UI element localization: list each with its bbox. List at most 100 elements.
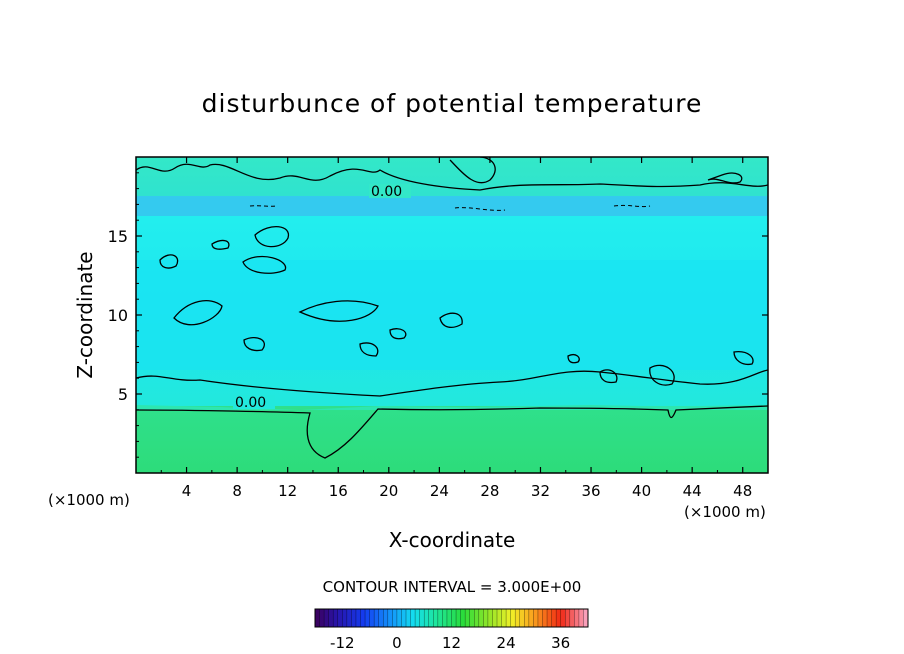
- contour-cell: [649, 364, 675, 386]
- colorbar-cell: [574, 609, 580, 627]
- x-tick-label: 48: [733, 482, 752, 500]
- colorbar-cell: [524, 609, 530, 627]
- colorbar-cell: [515, 609, 521, 627]
- x-unit-label: (×1000 m): [684, 503, 766, 521]
- contour-cell: [567, 354, 580, 364]
- contour-upper: [136, 163, 768, 191]
- colorbar-cell: [492, 609, 498, 627]
- contour-dashed: [249, 205, 277, 207]
- field-band: [136, 196, 768, 216]
- x-axis: 4 8 12 16 20 24 28 32 36 40 44 48: [160, 157, 752, 500]
- field-lower-layer: [136, 406, 768, 473]
- contour-zero-low: [136, 405, 768, 459]
- x-tick-label: 40: [632, 482, 651, 500]
- colorbar-cell: [333, 609, 339, 627]
- colorbar-cell: [537, 609, 543, 627]
- colorbar-cell: [351, 609, 357, 627]
- contour-label-upper: 0.00: [371, 184, 402, 200]
- colorbar-cell: [460, 609, 466, 627]
- colorbar-cell: [437, 609, 443, 627]
- colorbar-cell: [392, 609, 398, 627]
- colorbar-cell: [487, 609, 493, 627]
- colorbar-cell: [369, 609, 375, 627]
- contour-label-lower: 0.00: [235, 395, 266, 411]
- colorbar-cell: [383, 609, 389, 627]
- colorbar-cell: [355, 609, 361, 627]
- contour-dashed: [613, 204, 651, 208]
- colorbar-cell: [406, 609, 412, 627]
- colorbar-cell: [506, 609, 512, 627]
- y-tick-label: 15: [108, 227, 128, 246]
- colorbar-cell: [501, 609, 507, 627]
- colorbar-cell: [556, 609, 562, 627]
- colorbar-cell: [433, 609, 439, 627]
- colorbar-cell: [378, 609, 384, 627]
- colorbar-cell: [446, 609, 452, 627]
- colorbar-cell: [346, 609, 352, 627]
- field-middle-core: [136, 260, 768, 370]
- y-tick-label: 5: [118, 385, 128, 404]
- colorbar-cell: [424, 609, 430, 627]
- colorbar-cell: [469, 609, 475, 627]
- colorbar-cell: [342, 609, 348, 627]
- colorbar-cell: [428, 609, 434, 627]
- x-tick-label: 36: [581, 482, 600, 500]
- x-tick-label: 28: [480, 482, 499, 500]
- contour-cell: [707, 172, 743, 184]
- contour-interval: CONTOUR INTERVAL = 3.000E+00: [323, 578, 582, 596]
- x-axis-label: X-coordinate: [389, 528, 516, 552]
- x-tick-label: 24: [430, 482, 449, 500]
- contour-cell: [173, 300, 223, 326]
- x-tick-label: 32: [531, 482, 550, 500]
- colorbar-tick-label: -12: [330, 634, 355, 652]
- colorbar-cell: [478, 609, 484, 627]
- colorbar-cell: [474, 609, 480, 627]
- colorbar-cell: [560, 609, 566, 627]
- colorbar-cell: [451, 609, 457, 627]
- colorbar-cell: [542, 609, 548, 627]
- colorbar-frame: [314, 608, 589, 628]
- x-tick-label: 4: [182, 482, 192, 500]
- colorbar-cell: [315, 609, 321, 627]
- colorbar-cell: [510, 609, 516, 627]
- colorbar-cell: [401, 609, 407, 627]
- contour-label-bg: [233, 395, 275, 409]
- contour-cell: [733, 351, 754, 366]
- y-tick-label: 10: [108, 306, 128, 325]
- contour-cell: [211, 239, 230, 250]
- colorbar: [314, 609, 589, 627]
- x-tick-label: 16: [329, 482, 348, 500]
- colorbar-cell: [442, 609, 448, 627]
- colorbar-ticks: -12 0 12 24 36: [330, 634, 570, 652]
- colorbar-cell: [497, 609, 503, 627]
- contour-lower: [136, 369, 768, 397]
- plot-area: [136, 157, 768, 473]
- colorbar-cell: [483, 609, 489, 627]
- colorbar-cell: [456, 609, 462, 627]
- colorbar-cell: [360, 609, 366, 627]
- colorbar-cell: [465, 609, 471, 627]
- y-axis: 5 10 15: [108, 172, 768, 458]
- colorbar-cell: [583, 609, 589, 627]
- x-tick-label: 20: [379, 482, 398, 500]
- colorbar-cell: [374, 609, 380, 627]
- colorbar-cell: [387, 609, 393, 627]
- colorbar-cell: [396, 609, 402, 627]
- colorbar-cell: [569, 609, 575, 627]
- z-unit-label: (×1000 m): [48, 491, 130, 509]
- contour-cell: [599, 369, 618, 384]
- colorbar-cell: [533, 609, 539, 627]
- contour-label-bg: [369, 184, 411, 198]
- chart-title: disturbunce of potential temperature: [202, 89, 703, 118]
- colorbar-cell: [415, 609, 421, 627]
- colorbar-tick-label: 24: [497, 634, 516, 652]
- contour-lines: [136, 157, 768, 459]
- colorbar-tick-label: 0: [392, 634, 402, 652]
- colorbar-cell: [528, 609, 534, 627]
- contour-cell: [254, 226, 289, 248]
- y-axis-label: Z-coordinate: [73, 251, 97, 378]
- x-tick-label: 8: [232, 482, 242, 500]
- colorbar-cell: [324, 609, 330, 627]
- contour-cell: [242, 255, 286, 274]
